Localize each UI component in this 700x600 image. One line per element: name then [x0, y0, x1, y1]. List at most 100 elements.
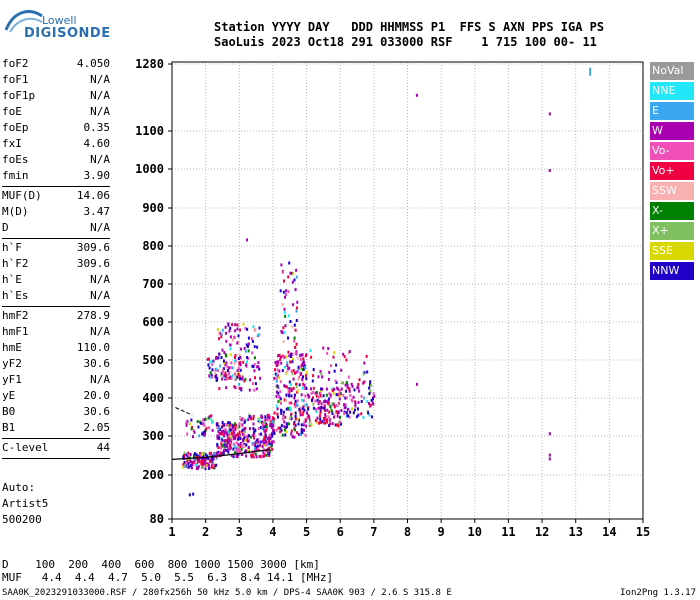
echo-point — [239, 437, 242, 440]
echo-point — [283, 398, 286, 402]
echo-point — [264, 432, 267, 436]
echo-point — [340, 381, 343, 385]
echo-point — [349, 410, 352, 414]
echo-point — [326, 420, 329, 424]
echo-point — [235, 449, 238, 453]
echo-point — [299, 354, 302, 358]
echo-point — [210, 414, 213, 418]
echo-point — [263, 453, 266, 457]
echo-point — [347, 375, 350, 379]
echo-point — [268, 433, 271, 437]
param-label: foF1 — [2, 73, 29, 86]
x-tick-label: 8 — [404, 525, 411, 539]
echo-point — [193, 457, 196, 461]
echo-point — [309, 420, 312, 424]
echo-point — [196, 420, 199, 424]
y-tick-label: 1000 — [135, 162, 164, 176]
echo-point — [258, 444, 261, 448]
echo-point — [256, 444, 259, 448]
param-value: N/A — [90, 289, 110, 302]
echo-point — [216, 376, 219, 380]
echo-point — [345, 358, 348, 362]
echo-point — [234, 428, 237, 432]
echo-point — [290, 369, 293, 373]
echo-point — [203, 462, 206, 466]
echo-point — [189, 453, 192, 456]
echo-point — [252, 443, 255, 447]
echo-point — [182, 465, 185, 469]
echo-point — [329, 422, 331, 426]
echo-point — [296, 356, 299, 360]
echo-point — [252, 430, 255, 434]
echo-point — [340, 422, 342, 426]
echo-point — [288, 366, 291, 370]
echo-point — [225, 448, 228, 452]
x-tick-label: 7 — [370, 525, 377, 539]
echo-point — [222, 449, 225, 453]
echo-point — [203, 423, 206, 427]
echo-point — [212, 465, 215, 469]
echo-point — [202, 431, 205, 435]
echo-point — [227, 322, 230, 326]
echo-point — [322, 394, 325, 398]
echo-point — [217, 435, 220, 439]
echo-point — [271, 416, 274, 420]
echo-point — [328, 392, 331, 396]
echo-point — [273, 417, 275, 421]
echo-point — [328, 370, 331, 374]
echo-point — [335, 393, 338, 397]
echo-point — [251, 441, 254, 445]
echo-point — [229, 347, 232, 351]
echo-point — [255, 455, 258, 459]
echo-point — [188, 422, 191, 426]
param-value: 278.9 — [76, 309, 110, 322]
echo-point — [219, 331, 221, 335]
echo-point — [244, 349, 247, 353]
param-row: hmE 110.0 — [2, 340, 110, 356]
echo-point — [335, 410, 338, 414]
autoscale-line: 500200 — [2, 513, 42, 526]
echo-point — [295, 382, 298, 386]
echo-point — [248, 388, 251, 392]
echo-point — [266, 418, 269, 422]
echo-point — [235, 434, 238, 437]
echo-point — [321, 375, 324, 379]
echo-point — [198, 434, 201, 438]
echo-point — [293, 420, 296, 424]
echo-point — [302, 382, 305, 386]
echo-point — [263, 425, 266, 429]
echo-point — [212, 463, 215, 467]
echo-point — [208, 366, 211, 370]
y-tick-label: 800 — [142, 239, 164, 253]
echo-point — [221, 377, 224, 381]
echo-point — [216, 369, 219, 373]
echo-point — [253, 436, 256, 440]
echo-point — [200, 421, 203, 425]
echo-point — [237, 340, 240, 344]
echo-point — [216, 328, 219, 332]
echo-point — [270, 418, 273, 422]
y-tick-label: 300 — [142, 429, 164, 443]
echo-point — [233, 437, 235, 441]
y-tick-label: 900 — [142, 201, 164, 215]
echo-point — [255, 447, 258, 451]
echo-point — [333, 351, 336, 355]
echo-point — [292, 369, 295, 373]
echo-point — [314, 391, 317, 395]
echo-point — [323, 406, 326, 410]
echo-point — [360, 412, 363, 416]
param-label: hmF1 — [2, 325, 29, 338]
echo-point — [302, 375, 304, 379]
echo-point — [289, 406, 291, 410]
echo-point — [252, 325, 255, 329]
echo-point — [279, 289, 282, 293]
echo-point — [323, 404, 326, 408]
echo-point — [288, 401, 291, 405]
autoscale-line: Artist5 — [2, 497, 49, 510]
echo-point — [346, 385, 349, 389]
echo-point — [363, 396, 366, 400]
echo-point — [279, 390, 282, 394]
echo-point — [211, 457, 214, 460]
echo-point — [324, 415, 327, 418]
